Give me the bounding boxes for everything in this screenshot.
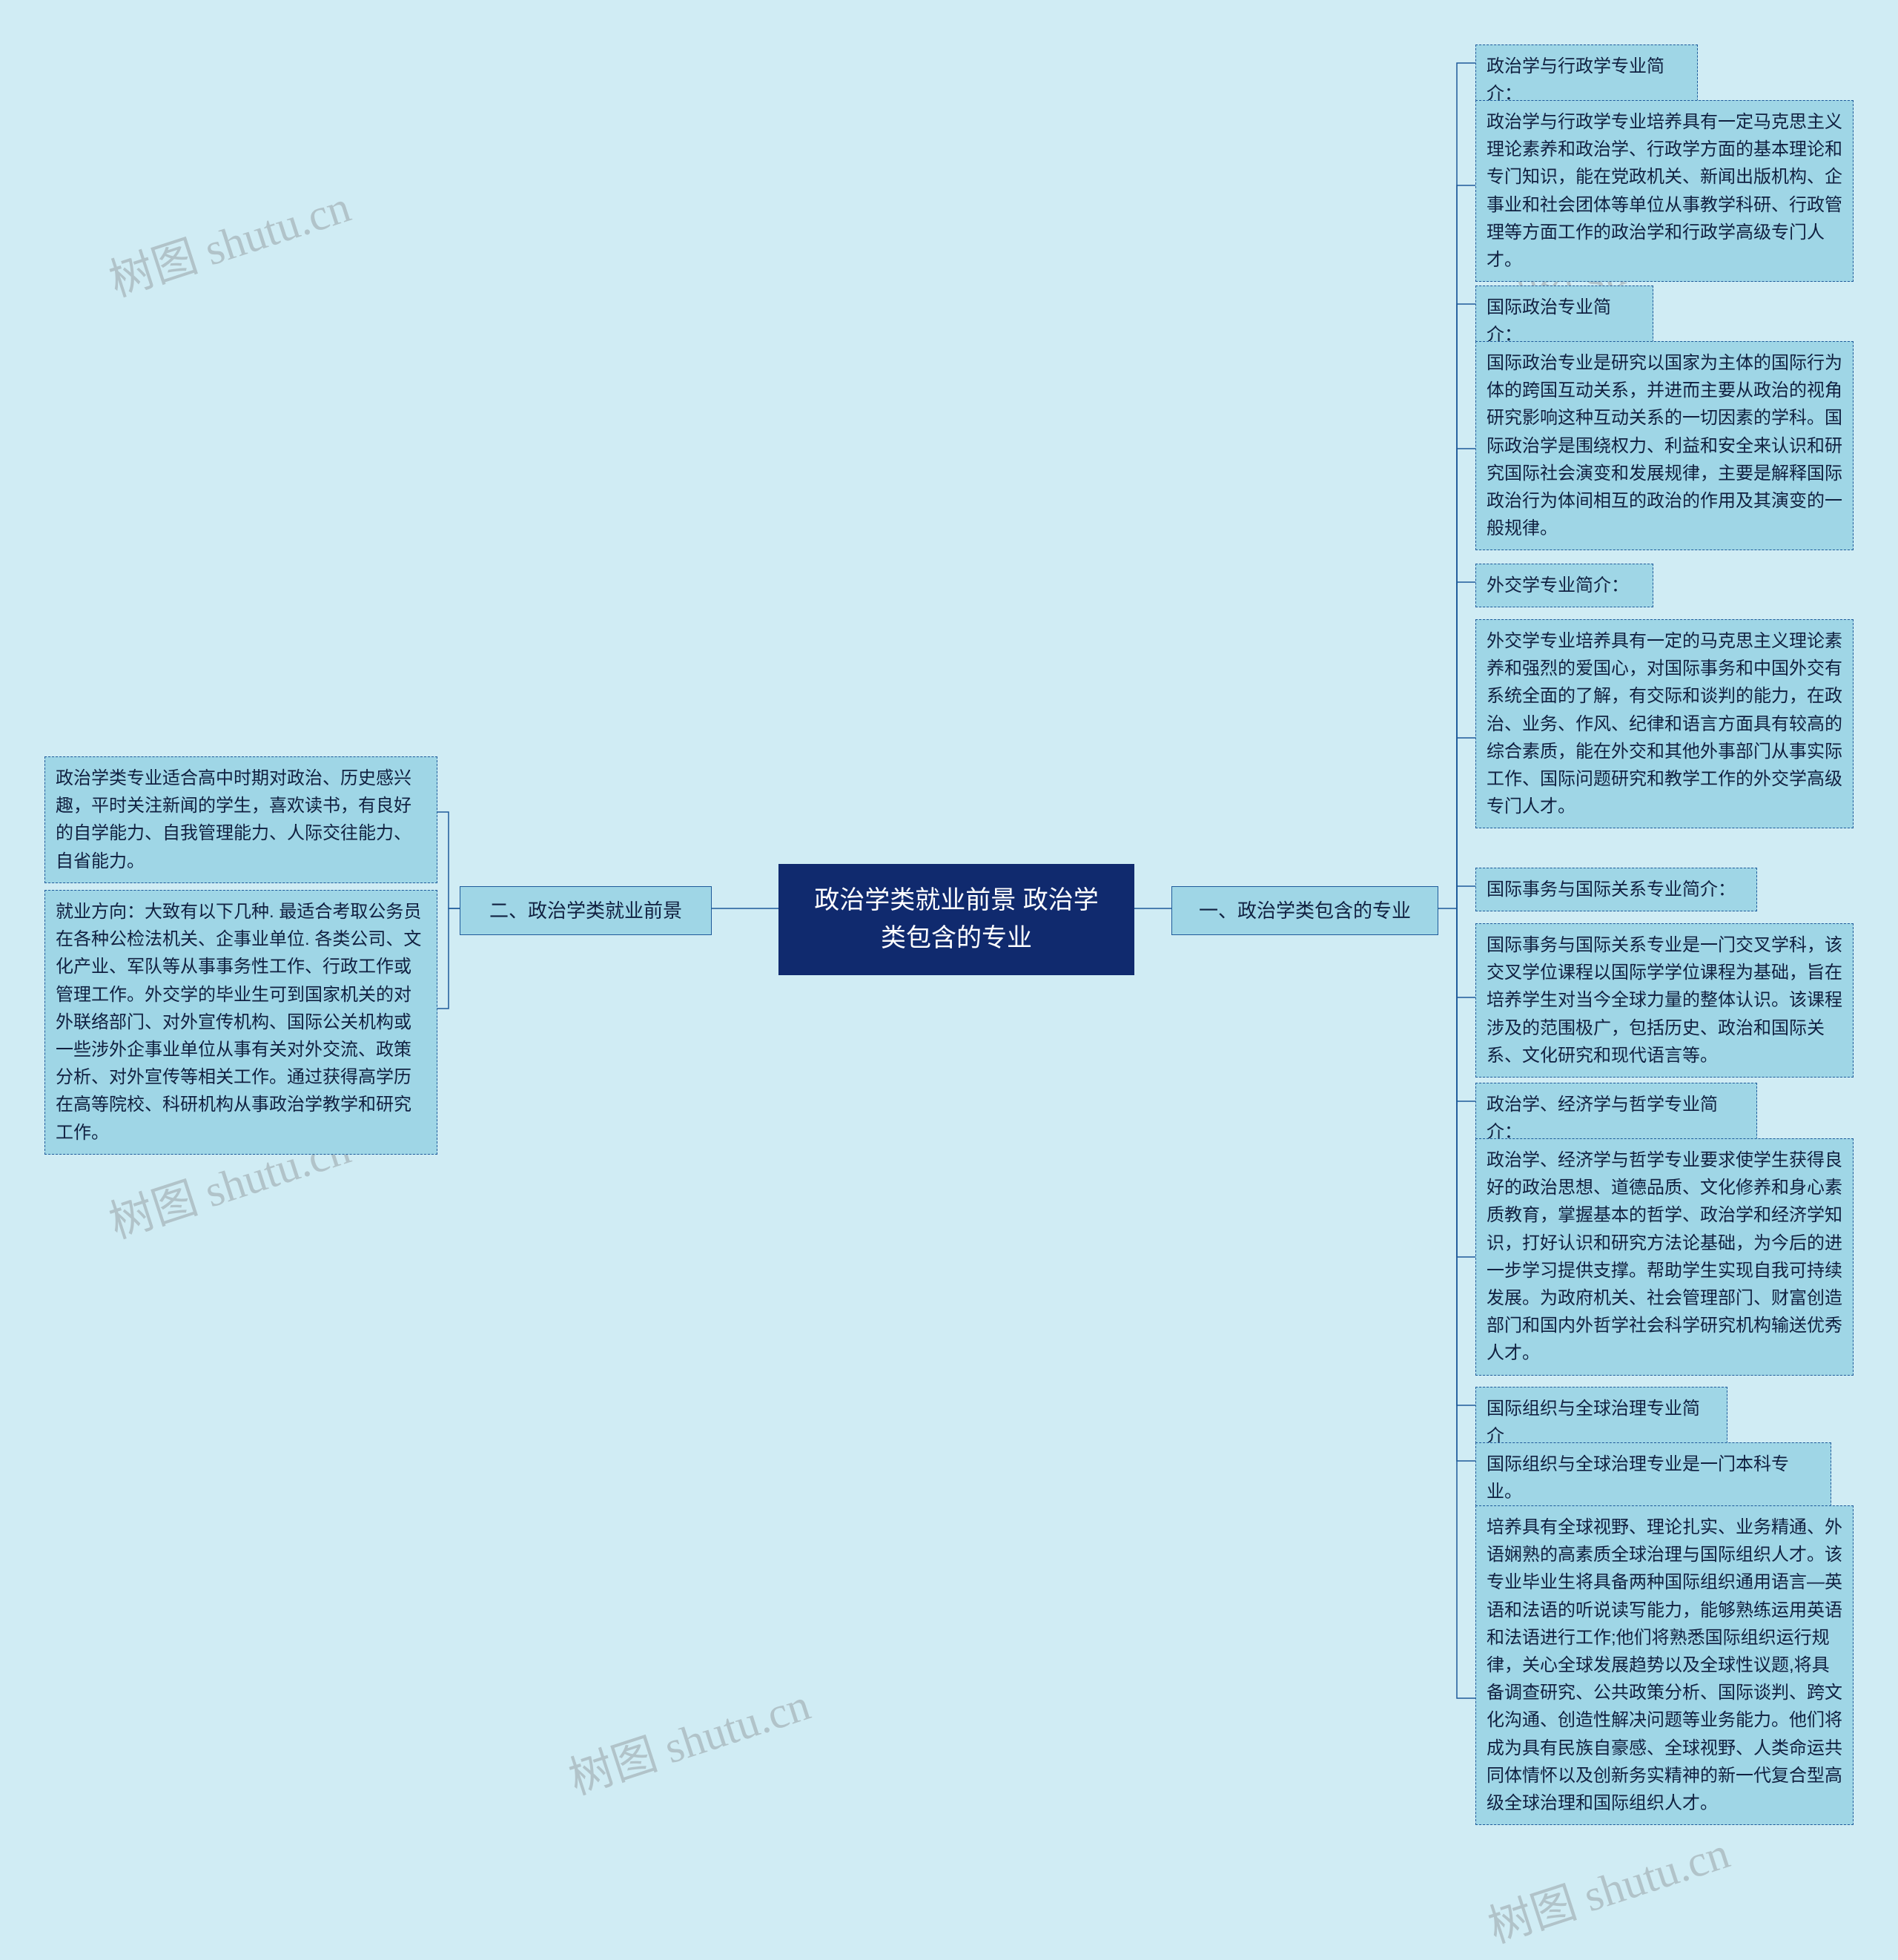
watermark: 树图 shutu.cn: [1479, 1817, 1736, 1956]
mindmap-canvas: 树图 shutu.cn 树图 shutu.cn 树图 shutu.cn 树图 s…: [0, 0, 1898, 1960]
leaf-node[interactable]: 国际事务与国际关系专业简介：: [1475, 868, 1757, 911]
root-node[interactable]: 政治学类就业前景 政治学类包含的专业: [778, 864, 1134, 975]
leaf-node[interactable]: 政治学与行政学专业培养具有一定马克思主义理论素养和政治学、行政学方面的基本理论和…: [1475, 100, 1854, 282]
leaf-node[interactable]: 政治学类专业适合高中时期对政治、历史感兴趣，平时关注新闻的学生，喜欢读书，有良好…: [44, 756, 437, 883]
leaf-node[interactable]: 政治学、经济学与哲学专业要求使学生获得良好的政治思想、道德品质、文化修养和身心素…: [1475, 1138, 1854, 1376]
leaf-node[interactable]: 国际事务与国际关系专业是一门交叉学科，该交叉学位课程以国际学学位课程为基础，旨在…: [1475, 923, 1854, 1078]
leaf-node[interactable]: 就业方向：大致有以下几种. 最适合考取公务员在各种公检法机关、企事业单位. 各类…: [44, 890, 437, 1155]
leaf-node[interactable]: 外交学专业培养具有一定的马克思主义理论素养和强烈的爱国心，对国际事务和中国外交有…: [1475, 619, 1854, 828]
leaf-node[interactable]: 外交学专业简介：: [1475, 564, 1653, 607]
branch-heading-right[interactable]: 一、政治学类包含的专业: [1171, 886, 1438, 935]
leaf-node[interactable]: 国际组织与全球治理专业是一门本科专业。: [1475, 1442, 1831, 1514]
watermark: 树图 shutu.cn: [100, 171, 357, 309]
branch-heading-left[interactable]: 二、政治学类就业前景: [460, 886, 712, 935]
leaf-node[interactable]: 培养具有全球视野、理论扎实、业务精通、外语娴熟的高素质全球治理与国际组织人才。该…: [1475, 1505, 1854, 1825]
leaf-node[interactable]: 国际政治专业是研究以国家为主体的国际行为体的跨国互动关系，并进而主要从政治的视角…: [1475, 341, 1854, 550]
watermark: 树图 shutu.cn: [560, 1669, 817, 1807]
